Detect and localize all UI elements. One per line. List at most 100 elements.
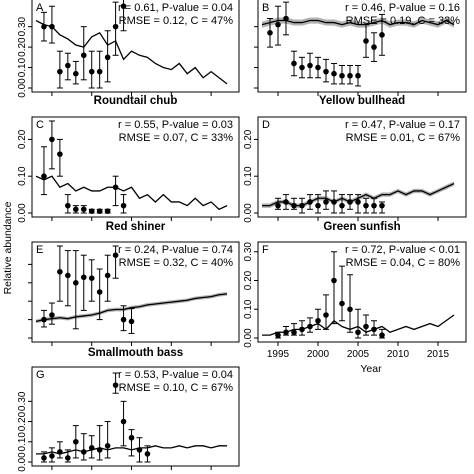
plot-area (35, 120, 228, 214)
observed-point (65, 272, 71, 279)
observed-point (120, 202, 127, 209)
observed-point (355, 199, 361, 205)
observed-point (88, 445, 95, 451)
panel-stats-line1: r = 0.61, P-value = 0.04 (118, 2, 233, 14)
panel-frame (257, 0, 467, 93)
observed-point (379, 202, 385, 209)
panel-title: Roundtail chub (94, 95, 178, 107)
panel-letter: B (262, 2, 269, 14)
y-tick-label: 0.00 (17, 452, 28, 472)
panel-frame (31, 116, 240, 218)
x-tick-label: 2000 (307, 349, 330, 360)
x-tick-label: 2015 (427, 349, 450, 360)
y-tick-label: 0.20 (17, 411, 28, 431)
observed-point (339, 202, 345, 209)
observed-point (80, 206, 87, 213)
y-tick-label: 0.20 (17, 37, 28, 57)
observed-point (80, 52, 87, 59)
y-tick-label: 0.20 (17, 129, 28, 149)
observed-point (283, 199, 289, 205)
observed-point (315, 317, 321, 324)
observed-point (136, 447, 143, 453)
observed-point (41, 23, 47, 30)
observed-point (73, 206, 79, 213)
panel-g: Smallmouth bass 0.000.100.200.30 r = 0.53,… (17, 347, 240, 472)
observed-point (331, 70, 337, 77)
observed-point (339, 300, 345, 307)
panel-stats-line2: RMSE = 0.10, C = 67% (119, 382, 234, 394)
predicted-line (35, 293, 228, 323)
observed-point (88, 208, 95, 214)
observed-point (315, 64, 321, 71)
observed-point (96, 289, 103, 295)
observed-point (371, 202, 377, 209)
observed-point (104, 54, 111, 61)
panel-d: Yellow bullhead 0.00 0.10 0.20 r = 0.47, P-v… (243, 95, 467, 223)
panel-letter: A (36, 2, 44, 14)
observed-point (291, 60, 297, 67)
panel-stats-line2: RMSE = 0.04, C = 80% (346, 257, 461, 269)
panel-letter: C (36, 119, 44, 131)
panel-f: Green sunfish 0.00 0.10 0.20 0.30 1995 2000 200… (243, 221, 467, 360)
observed-point (96, 68, 103, 75)
panel-frame (31, 241, 240, 343)
y-axis-label: Relative abundance (2, 201, 14, 294)
observed-point (371, 44, 377, 50)
observed-point (299, 326, 305, 333)
observed-point (323, 68, 329, 75)
observed-point (57, 151, 63, 157)
observed-point (57, 449, 63, 455)
y-tick-label: 0.00 (17, 78, 28, 98)
observed-point (128, 434, 135, 441)
observed-point (363, 38, 369, 44)
observed-point (88, 275, 95, 282)
observed-point (41, 173, 47, 179)
x-tick-label: 2005 (347, 349, 370, 360)
panel-stats-line1: r = 0.47, P-value = 0.17 (345, 119, 460, 131)
panel-stats-line2: RMSE = 0.07, C = 33% (119, 132, 234, 144)
panel-title: Green sunfish (323, 221, 400, 233)
y-tick-label: 0.10 (17, 432, 28, 452)
observed-point (112, 184, 119, 191)
observed-point (379, 32, 385, 38)
plot-area (36, 372, 228, 463)
observed-point (267, 30, 273, 36)
panel-frame (257, 116, 467, 218)
panel-title: Yellow bullhead (319, 95, 405, 107)
panel-frame (31, 366, 240, 467)
y-tick-label: 0.10 (243, 299, 254, 319)
observed-point (73, 280, 79, 286)
observed-point (307, 199, 313, 205)
observed-point (120, 418, 127, 425)
y-tick-label: 0.10 (243, 166, 254, 186)
observed-point (41, 316, 47, 323)
y-tick-label: 0.30 (243, 242, 254, 262)
observed-point (112, 252, 119, 258)
observed-point (112, 23, 119, 30)
panel-stats-line1: r = 0.72, P-value < 0.01 (345, 244, 460, 256)
observed-point (307, 323, 313, 330)
y-tick-label: 0.30 (17, 391, 28, 411)
observed-point (73, 438, 79, 445)
observed-point (363, 323, 369, 330)
observed-point (323, 312, 329, 318)
observed-point (73, 70, 79, 77)
panel-letter: D (262, 119, 270, 131)
observed-point (128, 318, 135, 325)
observed-point (49, 453, 55, 459)
observed-point (57, 68, 63, 75)
observed-point (49, 23, 55, 30)
panel-stats-line2: RMSE = 0.32, C = 40% (119, 257, 234, 269)
panel-title: Smallmouth bass (88, 347, 183, 359)
observed-point (275, 332, 281, 338)
observed-point (379, 332, 385, 338)
observed-point (80, 274, 87, 281)
observed-point (283, 15, 289, 22)
y-tick-label: 0.00 (243, 328, 254, 348)
observed-point (88, 68, 95, 75)
plot-area (262, 181, 455, 214)
panel-letter: E (36, 244, 43, 256)
y-tick-label: 0.20 (243, 270, 254, 290)
plot-area (35, 245, 228, 334)
